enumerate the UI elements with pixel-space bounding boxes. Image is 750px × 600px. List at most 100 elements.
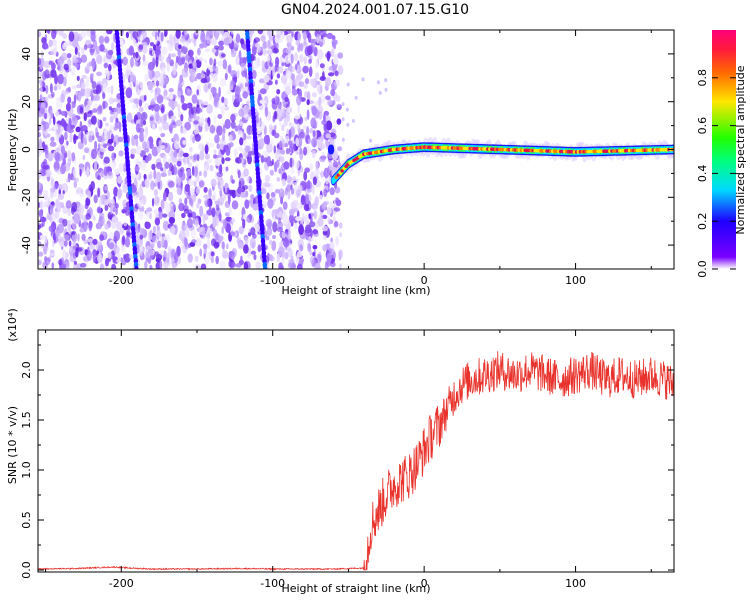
snr-ticks: -200 -100 0 100 0.0 0.5 1.0 1.5 2.0 [20,330,674,590]
noise-dot [307,137,311,144]
noise-dot [242,213,247,221]
noise-dot [242,43,248,50]
noise-dot [247,232,252,237]
noise-dot [198,180,205,188]
noise-dot [64,90,69,95]
noise-dot [186,89,193,97]
noise-dot [178,44,182,50]
noise-dot [93,194,98,204]
noise-dot [296,263,303,269]
noise-dot [40,81,43,87]
noise-dot [68,246,72,252]
noise-dot [328,161,334,167]
colorbar-tick-label: 0.6 [696,117,709,135]
noise-dot [95,46,100,55]
noise-dot [151,50,156,56]
noise-dot [295,254,300,264]
noise-dot [106,30,113,35]
noise-dot [282,201,288,210]
noise-dot [103,156,110,164]
noise-dot [339,232,343,238]
noise-dot [214,200,221,205]
noise-dot [154,188,158,196]
noise-dot [243,168,249,177]
noise-dot [323,200,330,205]
noise-dot [89,73,94,81]
noise-dot [271,240,277,252]
noise-dot [120,244,126,253]
noise-dot [322,225,328,232]
noise-dot [328,65,335,72]
noise-dot [123,162,127,173]
noise-dot [180,45,188,55]
noise-dot [313,210,318,220]
noise-dot [217,60,224,67]
noise-dot [299,147,303,155]
noise-dot [295,216,302,222]
noise-dot [257,244,262,253]
noise-dot [55,147,60,152]
noise-dot [162,220,170,231]
noise-dot [64,131,68,141]
noise-dot [275,152,282,161]
noise-dot [133,134,139,140]
noise-dot [222,59,228,70]
noise-dot [67,157,72,167]
noise-dot [48,117,52,125]
noise-dot [237,241,243,250]
noise-dot [322,214,328,220]
noise-dot [335,199,342,207]
noise-dot [285,30,292,35]
noise-dot [87,190,91,200]
noise-dot [228,205,232,216]
noise-dot [133,98,140,105]
noise-dot [214,134,220,144]
noise-dot [67,219,72,231]
noise-dot [103,166,108,177]
noise-dot [52,116,56,126]
noise-dot [311,137,318,148]
noise-dot [107,145,115,152]
noise-dot [125,87,133,99]
noise-dot [44,44,49,49]
y-tick-label: 20 [20,95,33,109]
noise-dot [230,30,234,35]
noise-dot [290,167,295,174]
noise-dot [40,200,43,210]
noise-dot [230,218,236,223]
noise-dot [206,239,211,250]
noise-dot [319,63,325,69]
noise-dot [281,31,285,40]
noise-dot [104,223,109,230]
noise-dot [209,164,214,172]
noise-dot [334,70,339,77]
noise-dot [68,31,75,42]
band-scatter [341,137,345,142]
noise-dot [255,126,262,135]
noise-dot [180,94,185,104]
noise-dot [73,94,77,104]
noise-dot [66,140,69,146]
noise-dot [188,152,193,163]
noise-dot [135,51,139,59]
noise-dot [65,102,71,112]
noise-dot [260,121,265,131]
noise-dot [38,31,42,38]
noise-dot [269,254,273,261]
noise-dot [188,243,192,248]
noise-dot [259,99,266,104]
noise-dot [252,46,257,56]
noise-dot [97,143,101,150]
noise-dot [306,126,310,136]
noise-dot [316,253,322,264]
noise-dot [149,116,154,121]
snr-x-axis-label: Height of straight line (km) [281,582,430,595]
noise-dot [41,96,45,102]
noise-dot [117,136,124,143]
noise-dot [114,168,120,176]
noise-dot [79,193,85,198]
noise-dot [288,258,295,264]
noise-dot [193,166,198,178]
noise-dot [135,123,141,133]
